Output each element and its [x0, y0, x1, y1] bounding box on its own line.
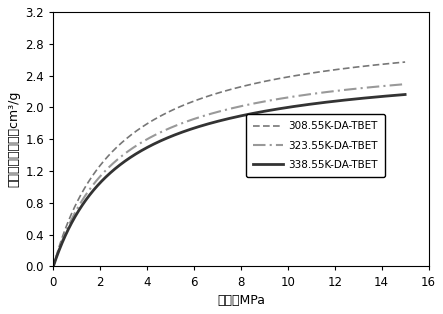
Line: 323.55K-DA-TBET: 323.55K-DA-TBET [53, 84, 405, 266]
308.55K-DA-TBET [331, 68, 337, 72]
338.55K-DA-TBET [292, 105, 298, 108]
323.55K-DA-TBET [331, 89, 337, 93]
338.55K-DA-TBET [206, 122, 211, 126]
308.55K-DA-TBET [193, 99, 198, 102]
338.55K-DA-TBET [193, 126, 198, 129]
X-axis label: 压力，MPa: 压力，MPa [217, 294, 265, 307]
323.55K-DA-TBET [86, 188, 92, 192]
308.55K-DA-TBET [51, 264, 56, 268]
308.55K-DA-TBET [325, 69, 330, 73]
323.55K-DA-TBET [206, 113, 211, 116]
323.55K-DA-TBET [325, 90, 330, 94]
Line: 338.55K-DA-TBET: 338.55K-DA-TBET [53, 95, 405, 266]
308.55K-DA-TBET [292, 74, 298, 78]
Line: 308.55K-DA-TBET: 308.55K-DA-TBET [53, 62, 405, 266]
308.55K-DA-TBET [206, 94, 211, 98]
338.55K-DA-TBET [325, 100, 330, 104]
323.55K-DA-TBET [51, 264, 56, 268]
308.55K-DA-TBET [86, 179, 92, 182]
323.55K-DA-TBET [402, 82, 408, 86]
Legend: 308.55K-DA-TBET, 323.55K-DA-TBET, 338.55K-DA-TBET: 308.55K-DA-TBET, 323.55K-DA-TBET, 338.55… [246, 114, 385, 177]
Y-axis label: 评估表观吸附量，cm³/g: 评估表观吸附量，cm³/g [7, 91, 20, 187]
308.55K-DA-TBET [402, 60, 408, 64]
338.55K-DA-TBET [51, 264, 56, 268]
323.55K-DA-TBET [193, 116, 198, 120]
338.55K-DA-TBET [402, 93, 408, 96]
338.55K-DA-TBET [86, 194, 92, 198]
338.55K-DA-TBET [331, 100, 337, 103]
323.55K-DA-TBET [292, 95, 298, 98]
